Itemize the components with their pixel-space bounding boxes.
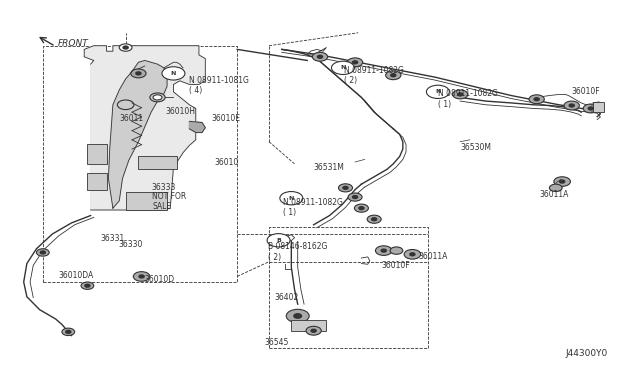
Text: N: N — [289, 196, 294, 201]
Circle shape — [136, 72, 141, 75]
Bar — [88, 173, 106, 190]
Text: FRONT: FRONT — [58, 39, 88, 48]
Text: N 08911-1081G
( 4): N 08911-1081G ( 4) — [189, 76, 249, 95]
Circle shape — [348, 58, 363, 67]
Bar — [138, 157, 177, 169]
Circle shape — [117, 100, 134, 110]
Circle shape — [559, 180, 564, 183]
Circle shape — [36, 249, 49, 256]
Text: 36010F: 36010F — [572, 87, 600, 96]
Circle shape — [306, 326, 321, 335]
Circle shape — [372, 218, 377, 221]
Bar — [88, 144, 106, 164]
Text: N: N — [171, 71, 176, 76]
Text: J44300Y0: J44300Y0 — [565, 349, 607, 358]
Text: 36010F: 36010F — [381, 261, 410, 270]
Text: 36331: 36331 — [100, 234, 124, 243]
Text: 36530M: 36530M — [460, 143, 491, 152]
Circle shape — [359, 207, 364, 210]
Text: 36011A: 36011A — [418, 252, 447, 261]
Text: B 08146-8162G
( 2): B 08146-8162G ( 2) — [268, 242, 327, 262]
Circle shape — [381, 249, 387, 252]
Circle shape — [133, 272, 150, 281]
Bar — [593, 102, 604, 112]
Circle shape — [458, 93, 463, 96]
Circle shape — [66, 330, 71, 333]
Polygon shape — [108, 61, 167, 208]
Text: 36010E: 36010E — [212, 114, 241, 123]
Text: 36011: 36011 — [119, 114, 143, 123]
Circle shape — [564, 101, 579, 110]
Text: 36010DA: 36010DA — [59, 271, 94, 280]
Circle shape — [569, 104, 574, 107]
Circle shape — [150, 93, 165, 102]
Circle shape — [339, 184, 353, 192]
Circle shape — [139, 275, 144, 278]
Circle shape — [583, 104, 598, 113]
Circle shape — [343, 186, 348, 189]
Bar — [291, 320, 326, 331]
Circle shape — [332, 61, 355, 74]
Circle shape — [376, 246, 392, 256]
Text: 36010: 36010 — [215, 158, 239, 167]
Text: 36010H: 36010H — [166, 107, 196, 116]
Text: 36531M: 36531M — [314, 163, 344, 172]
Bar — [125, 192, 167, 210]
Circle shape — [554, 177, 570, 186]
Circle shape — [40, 251, 45, 254]
Circle shape — [317, 55, 323, 58]
Circle shape — [529, 95, 544, 104]
Circle shape — [588, 107, 593, 110]
Text: 36402: 36402 — [274, 293, 298, 302]
Circle shape — [386, 71, 401, 80]
Circle shape — [353, 61, 358, 64]
Text: N 08911-1082G
( 1): N 08911-1082G ( 1) — [283, 198, 343, 217]
Text: N 08911-1082G
( 1): N 08911-1082G ( 1) — [438, 89, 498, 109]
Circle shape — [131, 69, 146, 78]
Circle shape — [311, 329, 316, 332]
Circle shape — [312, 52, 328, 61]
Text: 36011A: 36011A — [540, 190, 569, 199]
Circle shape — [404, 250, 420, 259]
Circle shape — [348, 193, 362, 201]
Circle shape — [62, 328, 75, 336]
Circle shape — [267, 234, 290, 247]
Polygon shape — [84, 46, 205, 210]
Text: 36330: 36330 — [118, 240, 142, 248]
Text: N: N — [435, 89, 440, 94]
Circle shape — [355, 204, 369, 212]
Circle shape — [162, 67, 185, 80]
Text: N 08911-1082G
( 2): N 08911-1082G ( 2) — [344, 66, 404, 86]
Circle shape — [367, 215, 381, 223]
Text: NOT FOR
SALE: NOT FOR SALE — [152, 192, 187, 211]
Circle shape — [549, 184, 562, 192]
Circle shape — [391, 74, 396, 77]
Circle shape — [353, 196, 358, 199]
Text: N: N — [340, 65, 346, 70]
Circle shape — [426, 85, 449, 99]
Circle shape — [534, 98, 540, 101]
Text: 36010D: 36010D — [145, 275, 175, 284]
Text: 36545: 36545 — [264, 338, 289, 347]
Circle shape — [280, 192, 303, 205]
Circle shape — [81, 282, 94, 289]
Polygon shape — [189, 121, 205, 132]
Circle shape — [85, 284, 90, 287]
Circle shape — [294, 314, 301, 318]
Text: B: B — [276, 238, 281, 243]
Circle shape — [286, 310, 309, 323]
Circle shape — [119, 44, 132, 51]
Circle shape — [153, 95, 162, 100]
Circle shape — [123, 46, 128, 49]
Circle shape — [452, 90, 468, 99]
Circle shape — [410, 253, 415, 256]
Circle shape — [390, 247, 403, 254]
Text: 36333: 36333 — [151, 183, 175, 192]
